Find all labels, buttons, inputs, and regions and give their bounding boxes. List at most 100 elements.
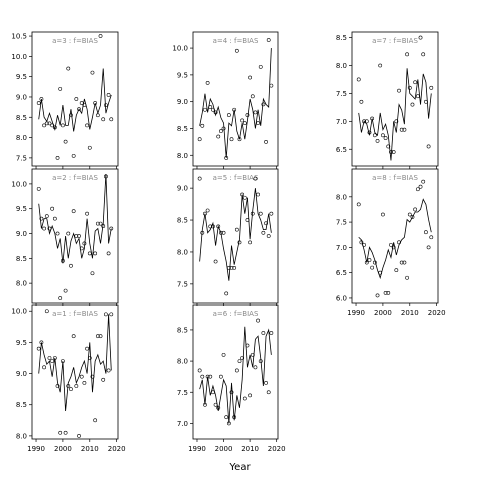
data-point [87, 356, 92, 360]
data-point [424, 99, 428, 104]
data-point [418, 184, 423, 189]
data-point [367, 258, 372, 262]
y-tick-label: 8.5 [16, 114, 27, 122]
data-point [266, 390, 271, 395]
x-tick-label: 2020 [108, 445, 126, 453]
y-tick-label: 7.5 [336, 219, 347, 227]
data-point [410, 215, 415, 219]
data-point [98, 334, 103, 339]
x-tick-label: 1990 [347, 309, 365, 317]
data-point [58, 296, 63, 300]
y-tick-label: 8.0 [16, 432, 27, 440]
x-tick-label: 2020 [268, 445, 286, 453]
data-point [362, 119, 366, 124]
data-point [63, 288, 68, 293]
data-point [426, 144, 431, 149]
data-point [205, 374, 210, 379]
data-point [82, 241, 87, 246]
data-point [55, 231, 60, 236]
data-point [36, 186, 41, 191]
data-point [218, 230, 223, 235]
data-point [402, 260, 407, 265]
data-point [101, 224, 106, 228]
data-point [77, 107, 81, 112]
data-point [234, 368, 239, 373]
data-point [61, 123, 65, 128]
y-tick-label: 9.0 [16, 370, 27, 378]
data-point [71, 209, 76, 214]
y-tick-label: 9.0 [177, 185, 188, 193]
data-point [253, 176, 258, 181]
data-point [203, 107, 207, 112]
data-point [399, 260, 404, 265]
y-tick-label: 8.0 [177, 358, 188, 366]
data-point [266, 38, 271, 42]
data-point [52, 216, 57, 221]
data-point [216, 134, 221, 139]
y-tick-label: 8.0 [336, 193, 347, 201]
data-point [232, 415, 237, 420]
data-point [226, 113, 231, 117]
data-point [36, 101, 41, 105]
data-point [253, 110, 258, 115]
y-tick-label: 9.0 [16, 230, 27, 238]
data-point [218, 129, 223, 134]
data-point [39, 97, 44, 101]
data-point [101, 377, 106, 382]
data-point [200, 123, 205, 128]
data-point [429, 235, 434, 240]
data-point [197, 176, 202, 181]
series-line [199, 48, 272, 158]
data-point [197, 368, 202, 373]
data-point [85, 346, 89, 351]
data-point [66, 66, 71, 71]
data-point [399, 127, 404, 132]
data-point [229, 266, 234, 270]
y-tick-label: 8.5 [16, 255, 27, 263]
data-point [240, 118, 245, 123]
data-point [63, 430, 68, 435]
data-point [61, 258, 65, 263]
data-point [237, 137, 242, 142]
y-tick-label: 7.5 [16, 154, 27, 162]
data-point [383, 290, 388, 295]
data-point [211, 224, 215, 229]
data-point [221, 126, 226, 131]
series-line [38, 68, 112, 132]
data-point [258, 64, 263, 69]
data-point [245, 113, 250, 117]
data-point [69, 263, 73, 268]
data-point [87, 145, 92, 150]
data-point [55, 384, 60, 388]
data-point [85, 123, 89, 128]
data-point [237, 359, 242, 363]
y-tick-label: 8.0 [177, 152, 188, 160]
y-tick-label: 7.0 [336, 244, 347, 252]
data-point [242, 195, 247, 200]
data-point [71, 334, 76, 339]
data-point [90, 70, 95, 75]
data-point [229, 390, 234, 395]
chart-panel: a=3 : f=BIAS 7.5 8.0 8.5 9.0 9.5 10.0 10.5 [11, 31, 119, 169]
series-line [358, 68, 432, 161]
data-point [44, 214, 49, 219]
data-point [104, 174, 108, 179]
data-point [250, 94, 255, 99]
plot-frame [351, 168, 439, 304]
series-line [358, 198, 432, 280]
data-point [104, 103, 108, 107]
data-point [391, 245, 396, 250]
chart-panel: a=5 : f=BIAS 7.5 8.0 8.5 9.0 [177, 168, 279, 306]
data-point [66, 384, 71, 388]
series-line [38, 314, 112, 411]
y-tick-label: 6.5 [336, 269, 347, 277]
data-point [375, 293, 380, 298]
data-point [42, 365, 46, 370]
data-point [391, 150, 396, 154]
data-point [44, 309, 49, 314]
data-point [394, 119, 399, 124]
x-tick-label: 2010 [241, 445, 259, 453]
plot-frame [192, 304, 279, 440]
chart-panel: a=7 : f=BIAS 6.5 7.0 7.5 8.0 8.5 [336, 31, 439, 169]
data-point [378, 270, 383, 275]
